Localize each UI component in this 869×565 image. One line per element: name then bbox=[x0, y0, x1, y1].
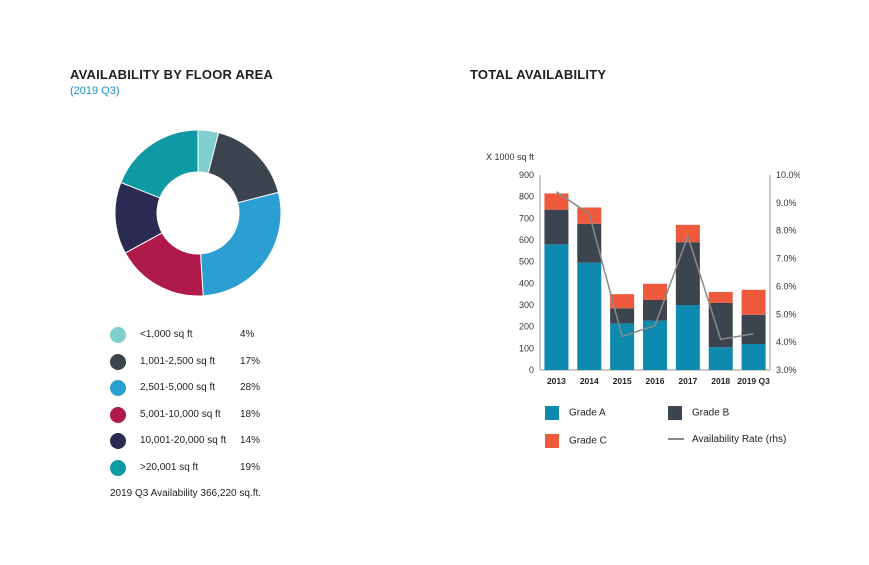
bar-legend-label: Grade A bbox=[569, 407, 606, 419]
y-tick-label: 100 bbox=[519, 343, 534, 353]
availability-note: 2019 Q3 Availability 366,220 sq.ft. bbox=[110, 488, 262, 499]
bar-legend-item-grade-b: Grade B bbox=[668, 406, 729, 420]
legend-label: 2,501-5,000 sq ft bbox=[140, 382, 216, 394]
x-tick-label: 2018 bbox=[711, 376, 730, 386]
bar-grade-c-2018 bbox=[708, 292, 733, 303]
legend-dot bbox=[110, 327, 126, 343]
y-tick-label: 300 bbox=[519, 300, 534, 310]
y-tick-label: 400 bbox=[519, 278, 534, 288]
y2-tick-label: 4.0% bbox=[776, 337, 797, 347]
y-tick-label: 800 bbox=[519, 192, 534, 202]
donut-slice-20-001-sq-ft bbox=[120, 129, 199, 199]
bar-legend-item-grade-c: Grade C bbox=[545, 434, 607, 448]
bar-grade-b-2017 bbox=[675, 242, 700, 305]
bar-grade-b-2013 bbox=[544, 209, 569, 245]
y-tick-label: 700 bbox=[519, 213, 534, 223]
donut-chart bbox=[114, 129, 282, 297]
x-tick-label: 2017 bbox=[678, 376, 697, 386]
legend-label: <1,000 sq ft bbox=[140, 329, 193, 340]
y-tick-label: 200 bbox=[519, 322, 534, 332]
bar-grade-c-2015 bbox=[610, 294, 635, 309]
bar-grade-c-2019-q3 bbox=[741, 289, 766, 315]
bar-grade-a-2017 bbox=[675, 305, 700, 370]
bar-grade-b-2019-q3 bbox=[741, 314, 766, 344]
bar-legend-swatch bbox=[668, 438, 684, 441]
y2-tick-label: 9.0% bbox=[776, 198, 797, 208]
x-tick-label: 2015 bbox=[613, 376, 632, 386]
availability-rate-line bbox=[556, 191, 754, 341]
legend-value: 18% bbox=[240, 408, 261, 420]
bar-legend-item-grade-a: Grade A bbox=[545, 406, 606, 420]
legend-dot bbox=[110, 433, 126, 450]
bar-grade-a-2013 bbox=[544, 244, 569, 370]
legend-value: 17% bbox=[240, 355, 261, 367]
y2-tick-label: 5.0% bbox=[776, 309, 797, 319]
legend-dot bbox=[110, 353, 126, 370]
stacked-bar-chart: X 1000 sq ft 0 100 200 300 400 500 600 700 800 900… bbox=[486, 152, 800, 386]
donut-slice-2-501-5-000-sq-ft bbox=[200, 191, 282, 297]
donut-slice-1-001-2-500-sq-ft bbox=[207, 131, 280, 204]
bar-legend-swatch bbox=[668, 406, 682, 420]
bar-grade-b-2015 bbox=[610, 308, 635, 324]
bar-grade-c-2016 bbox=[643, 283, 667, 301]
legend-value: 28% bbox=[240, 382, 261, 394]
bar-legend-label: Availability Rate (rhs) bbox=[692, 434, 787, 445]
bar-legend-swatch bbox=[545, 434, 559, 448]
y2-tick-label: 8.0% bbox=[776, 226, 797, 236]
legend-dot bbox=[110, 406, 126, 423]
x-tick-label: 2019 Q3 bbox=[737, 376, 770, 386]
bar-grade-b-2016 bbox=[643, 300, 667, 321]
legend-label: 5,001-10,000 sq ft bbox=[140, 408, 221, 420]
floor-area-subtitle: (2019 Q3) bbox=[70, 85, 120, 97]
x-tick-label: 2016 bbox=[646, 376, 665, 386]
bar-grade-c-2017 bbox=[675, 224, 700, 243]
bar-legend-swatch bbox=[545, 406, 559, 420]
y-axis-label: X 1000 sq ft bbox=[486, 152, 535, 162]
legend-label: >20,001 sq ft bbox=[140, 462, 199, 473]
bar-grade-a-2014 bbox=[577, 262, 602, 370]
legend-dot bbox=[110, 460, 126, 476]
floor-area-title: AVAILABILITY BY FLOOR AREA bbox=[70, 67, 274, 82]
x-tick-label: 2013 bbox=[547, 376, 566, 386]
y2-tick-label: 7.0% bbox=[776, 254, 797, 264]
bar-legend-item-availability-rate-rhs: Availability Rate (rhs) bbox=[668, 434, 786, 445]
bar-grade-c-2013 bbox=[544, 193, 569, 210]
total-availability-title: TOTAL AVAILABILITY bbox=[470, 67, 607, 82]
bar-grade-a-2018 bbox=[708, 347, 733, 370]
bar-grade-b-2018 bbox=[708, 302, 733, 348]
legend-label: 1,001-2,500 sq ft bbox=[140, 355, 216, 367]
legend-value: 4% bbox=[240, 329, 255, 340]
y-tick-label: 500 bbox=[519, 257, 534, 267]
legend-value: 19% bbox=[240, 462, 261, 473]
y2-tick-label: 10.0% bbox=[776, 170, 800, 180]
y-tick-label: 900 bbox=[519, 170, 534, 180]
y2-tick-label: 6.0% bbox=[776, 281, 797, 291]
bar-grade-a-2019-q3 bbox=[741, 344, 766, 370]
y2-tick-label: 3.0% bbox=[776, 365, 797, 375]
bar-grade-a-2015 bbox=[610, 323, 635, 370]
legend-value: 14% bbox=[240, 435, 261, 447]
bar-legend-label: Grade B bbox=[692, 407, 730, 419]
y-tick-label: 600 bbox=[519, 235, 534, 245]
y-tick-label: 0 bbox=[529, 365, 534, 375]
legend-dot bbox=[110, 380, 126, 397]
bar-legend-label: Grade C bbox=[569, 435, 607, 447]
x-tick-label: 2014 bbox=[580, 376, 599, 386]
legend-label: 10,001-20,000 sq ft bbox=[140, 435, 227, 447]
